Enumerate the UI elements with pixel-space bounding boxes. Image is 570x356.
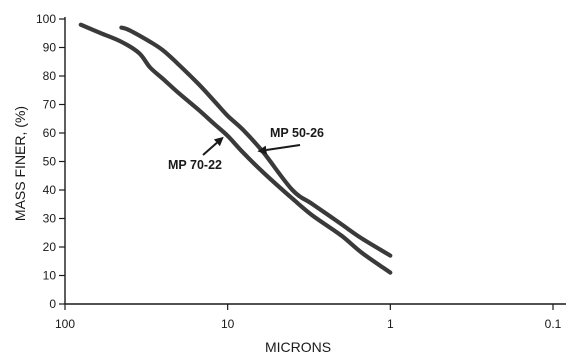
- y-tick-label: 50: [43, 155, 57, 169]
- y-tick-label: 80: [43, 69, 57, 83]
- annotation-arrow: [266, 144, 301, 152]
- annotation-arrowhead: [257, 145, 267, 155]
- x-tick-label: 0.1: [545, 317, 562, 331]
- series-line-2: [119, 25, 393, 258]
- y-tick-label: 10: [43, 269, 57, 283]
- annotations-group: MP 70-22 MP 50-26: [168, 126, 324, 172]
- x-axis: 100 10 1 0.1: [55, 303, 566, 331]
- x-axis-title: MICRONS: [265, 339, 331, 355]
- y-tick-label: 100: [36, 12, 56, 26]
- y-axis: 0 10 20 30 40 50 60 70 80 90 100: [36, 12, 66, 311]
- series-line-1: [78, 22, 393, 275]
- series-group: [78, 22, 393, 275]
- y-tick-label: 60: [43, 126, 57, 140]
- x-tick-label: 100: [55, 317, 75, 331]
- y-axis-title: MASS FINER, (%): [12, 106, 28, 221]
- y-tick-label: 40: [43, 183, 57, 197]
- y-tick-label: 0: [49, 297, 56, 311]
- annotation-arrow: [202, 142, 218, 156]
- y-tick-label: 90: [43, 41, 57, 55]
- annotation-label: MP 70-22: [168, 158, 222, 172]
- y-tick-label: 30: [43, 212, 57, 226]
- annotation-label: MP 50-26: [270, 126, 324, 140]
- x-tick-label: 10: [221, 317, 235, 331]
- y-tick-label: 70: [43, 98, 57, 112]
- annotation-arrowhead: [213, 136, 224, 147]
- x-tick-label: 1: [387, 317, 394, 331]
- y-tick-label: 20: [43, 240, 57, 254]
